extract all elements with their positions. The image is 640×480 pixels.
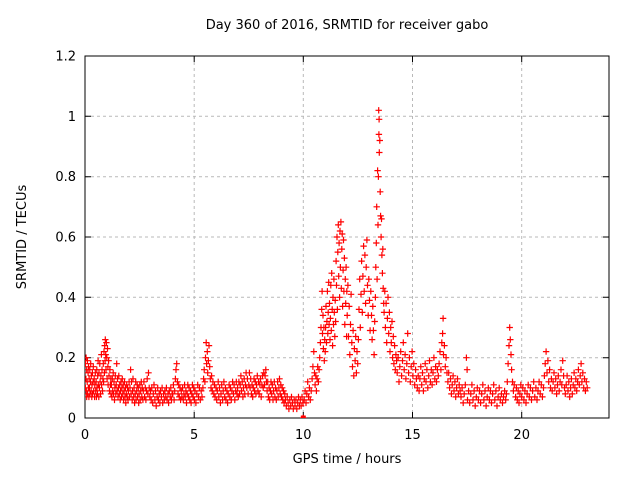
y-tick-label: 0.2 <box>55 351 76 366</box>
axis-ticks <box>84 55 609 419</box>
zero-value-marker <box>300 415 306 418</box>
x-tick-label: 20 <box>513 428 530 443</box>
x-tick-label: 5 <box>190 428 198 443</box>
x-tick-label: 0 <box>81 428 89 443</box>
y-tick-label: 0.8 <box>55 170 76 185</box>
x-axis-label: GPS time / hours <box>293 452 402 467</box>
y-tick-label: 0.6 <box>55 231 76 246</box>
grid-lines <box>85 56 609 418</box>
x-tick-label: 15 <box>404 428 421 443</box>
y-tick-label: 1.2 <box>55 50 76 65</box>
data-points-srmtid <box>85 107 591 418</box>
x-tick-label: 10 <box>295 428 312 443</box>
y-tick-label: 1 <box>68 110 76 125</box>
y-tick-label: 0.4 <box>55 291 76 306</box>
y-tick-labels: 0 0.2 0.4 0.6 0.8 1 1.2 <box>55 50 76 427</box>
chart-title: Day 360 of 2016, SRMTID for receiver gab… <box>206 18 489 33</box>
y-tick-label: 0 <box>68 412 76 427</box>
x-tick-labels: 0 5 10 15 20 <box>81 428 530 443</box>
y-axis-label: SRMTID / TECUs <box>15 185 30 290</box>
